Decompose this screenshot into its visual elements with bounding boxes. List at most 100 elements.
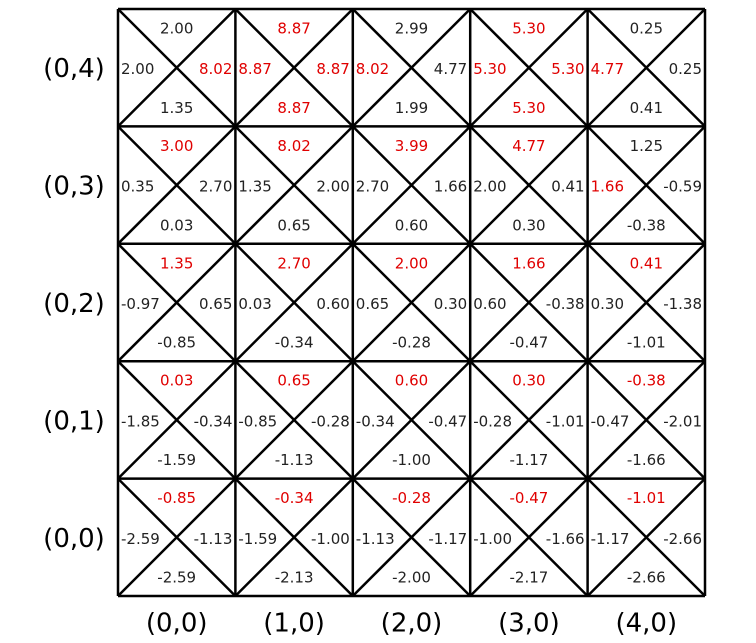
row-label: (0,0) [43,524,105,554]
cell-value-right: 0.65 [199,295,232,313]
cell-value-bottom: -1.01 [627,334,666,352]
cell-value-right: -0.28 [311,412,350,430]
cell-diagonal [351,8,472,128]
cell-value-right: 0.25 [669,60,702,78]
cell-value-top: 0.03 [160,372,193,390]
cell-diagonal [351,477,472,597]
cell-value-top: 4.77 [512,137,545,155]
cell-value-bottom: -0.34 [275,334,314,352]
cell-value-bottom: -1.13 [275,451,314,469]
cell-diagonal [117,242,237,363]
cell-value-bottom: 0.60 [395,216,428,234]
cell-value-left: 4.77 [591,60,624,78]
cell-diagonal [586,8,706,128]
cell-value-left: 2.00 [121,60,154,78]
cell-value-top: 3.00 [160,137,193,155]
cell-diagonal [586,125,706,245]
cell-value-left: -0.47 [591,412,630,430]
col-label: (4,0) [615,609,677,639]
cell-value-bottom: 1.99 [395,99,428,117]
cell-value-top: 0.41 [630,254,663,272]
cell-value-left: -0.28 [473,412,512,430]
cell-value-right: 0.41 [551,178,584,196]
cell-value-bottom: -1.17 [509,451,548,469]
cell-diagonal [351,360,472,480]
cell-value-right: 4.77 [434,60,467,78]
cell-value-left: 2.00 [473,178,506,196]
cell-value-bottom: 0.03 [160,216,193,234]
cell-value-top: 0.60 [395,372,428,390]
cell-diagonal [351,125,472,245]
cell-value-top: -0.28 [392,489,431,507]
cell-value-bottom: 5.30 [512,99,545,117]
cell-value-right: 0.60 [316,295,349,313]
row-label: (0,1) [43,406,105,436]
cell-value-bottom: 0.65 [277,216,310,234]
cell-diagonal [586,360,706,480]
cell-value-right: -0.38 [546,295,585,313]
cell-value-left: 0.60 [473,295,506,313]
cell-value-right: -0.47 [428,412,467,430]
cell-diagonal [469,360,589,480]
row-labels: (0,4) (0,3) (0,2) (0,1) (0,0) [43,54,105,554]
cell-value-top: 0.30 [512,372,545,390]
cell-diagonal [117,360,237,480]
cell-value-right: 1.66 [434,178,467,196]
cell-value-bottom: -2.17 [509,569,548,587]
cell-value-left: -1.13 [356,530,395,548]
cell-value-right: -2.66 [663,530,702,548]
cell-diagonal [469,125,589,245]
cell-value-bottom: -2.13 [275,569,314,587]
cell-diagonal [234,477,354,597]
cell-value-right: 5.30 [551,60,584,78]
cell-value-right: -1.00 [311,530,350,548]
cell-value-right: 2.00 [316,178,349,196]
cell-diagonal [586,477,706,597]
cell-diagonal [234,125,354,245]
cell-value-right: 2.70 [199,178,232,196]
col-label: (3,0) [498,609,560,639]
col-labels: (0,0) (1,0) (2,0) (3,0) (4,0) [146,609,677,639]
cell-value-top: 3.99 [395,137,428,155]
cell-value-top: -0.34 [275,489,314,507]
cell-value-right: -0.34 [194,412,233,430]
cell-diagonal [469,242,589,363]
cell-diagonal [234,360,354,480]
cell-value-top: 5.30 [512,20,545,38]
grid-lines [116,7,707,598]
cell-value-right: 8.87 [316,60,349,78]
cell-value-left: -1.17 [591,530,630,548]
row-label: (0,4) [43,54,105,84]
cell-value-bottom: 8.87 [277,99,310,117]
cell-diagonal [234,8,354,128]
cell-value-top: 1.35 [160,254,193,272]
cell-values: 2.00 2.00 8.02 1.35 8.87 8.87 8.87 8.87 2.99 8.02… [121,20,702,587]
cell-value-right: 0.30 [434,295,467,313]
cell-value-top: 0.65 [277,372,310,390]
cell-value-bottom: -0.85 [157,334,196,352]
cell-value-left: 0.35 [121,178,154,196]
cell-value-bottom: 1.35 [160,99,193,117]
cell-value-right: -2.01 [663,412,702,430]
cell-value-left: -2.59 [121,530,160,548]
cell-value-left: -1.59 [238,530,277,548]
cell-value-left: -1.00 [473,530,512,548]
col-label: (1,0) [263,609,325,639]
cell-value-top: 2.70 [277,254,310,272]
cell-value-left: 8.02 [356,60,389,78]
cell-diagonal [469,477,589,597]
cell-value-top: 2.99 [395,20,428,38]
cell-diagonal [117,477,237,597]
col-label: (0,0) [146,609,208,639]
cell-value-left: 0.03 [238,295,271,313]
cell-value-top: -0.85 [157,489,196,507]
cell-value-bottom: -2.59 [157,569,196,587]
cell-diagonal [234,242,354,363]
cell-value-top: 8.87 [277,20,310,38]
cell-value-bottom: -2.66 [627,569,666,587]
cell-value-left: 1.66 [591,178,624,196]
cell-value-bottom: -1.59 [157,451,196,469]
cell-value-right: 8.02 [199,60,232,78]
cell-value-left: -1.85 [121,412,160,430]
